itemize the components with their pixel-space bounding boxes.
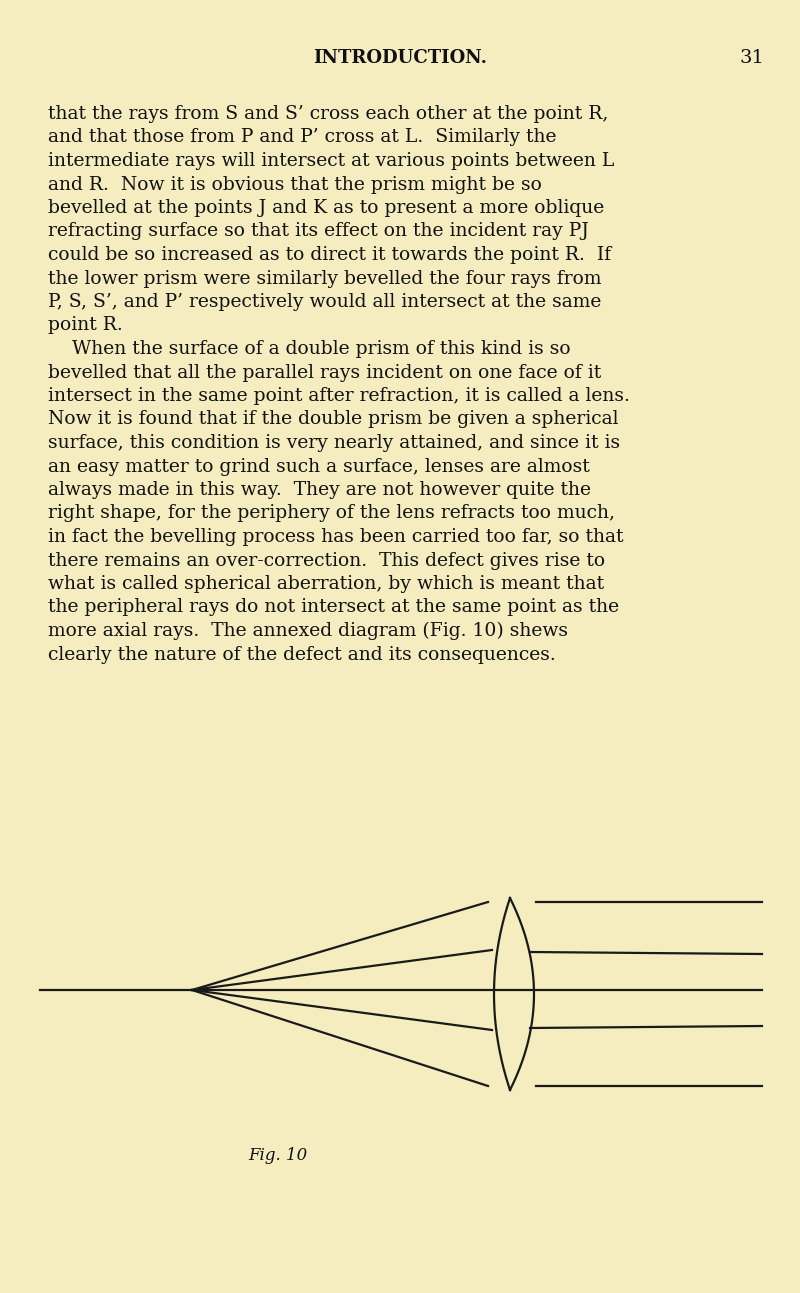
Text: the peripheral rays do not intersect at the same point as the: the peripheral rays do not intersect at …: [48, 599, 619, 617]
Text: bevelled at the points J and K as to present a more oblique: bevelled at the points J and K as to pre…: [48, 199, 604, 217]
Text: always made in this way.  They are not however quite the: always made in this way. They are not ho…: [48, 481, 591, 499]
Text: point R.: point R.: [48, 317, 122, 335]
Text: clearly the nature of the defect and its consequences.: clearly the nature of the defect and its…: [48, 645, 556, 663]
Text: refracting surface so that its effect on the incident ray PJ: refracting surface so that its effect on…: [48, 222, 589, 240]
Text: 31: 31: [739, 49, 765, 67]
Text: intersect in the same point after refraction, it is called a lens.: intersect in the same point after refrac…: [48, 387, 630, 405]
Text: the lower prism were similarly bevelled the four rays from: the lower prism were similarly bevelled …: [48, 269, 602, 287]
Text: When the surface of a double prism of this kind is so: When the surface of a double prism of th…: [48, 340, 570, 358]
Text: Fig. 10: Fig. 10: [248, 1147, 307, 1164]
Text: right shape, for the periphery of the lens refracts too much,: right shape, for the periphery of the le…: [48, 504, 615, 522]
Text: bevelled that all the parallel rays incident on one face of it: bevelled that all the parallel rays inci…: [48, 363, 602, 381]
Text: INTRODUCTION.: INTRODUCTION.: [313, 49, 487, 67]
Text: P, S, S’, and P’ respectively would all intersect at the same: P, S, S’, and P’ respectively would all …: [48, 294, 602, 312]
Text: could be so increased as to direct it towards the point R.  If: could be so increased as to direct it to…: [48, 246, 611, 264]
Text: there remains an over-correction.  This defect gives rise to: there remains an over-correction. This d…: [48, 552, 605, 569]
Text: and R.  Now it is obvious that the prism might be so: and R. Now it is obvious that the prism …: [48, 176, 542, 194]
Text: and that those from P and P’ cross at L.  Similarly the: and that those from P and P’ cross at L.…: [48, 128, 557, 146]
Text: more axial rays.  The annexed diagram (Fig. 10) shews: more axial rays. The annexed diagram (Fi…: [48, 622, 568, 640]
Text: what is called spherical aberration, by which is meant that: what is called spherical aberration, by …: [48, 575, 604, 593]
Text: an easy matter to grind such a surface, lenses are almost: an easy matter to grind such a surface, …: [48, 458, 590, 476]
Text: surface, this condition is very nearly attained, and since it is: surface, this condition is very nearly a…: [48, 434, 620, 453]
Text: intermediate rays will intersect at various points between L: intermediate rays will intersect at vari…: [48, 153, 614, 169]
Text: Now it is found that if the double prism be given a spherical: Now it is found that if the double prism…: [48, 410, 618, 428]
Text: that the rays from S and S’ cross each other at the point R,: that the rays from S and S’ cross each o…: [48, 105, 608, 123]
Text: in fact the bevelling process has been carried too far, so that: in fact the bevelling process has been c…: [48, 528, 623, 546]
